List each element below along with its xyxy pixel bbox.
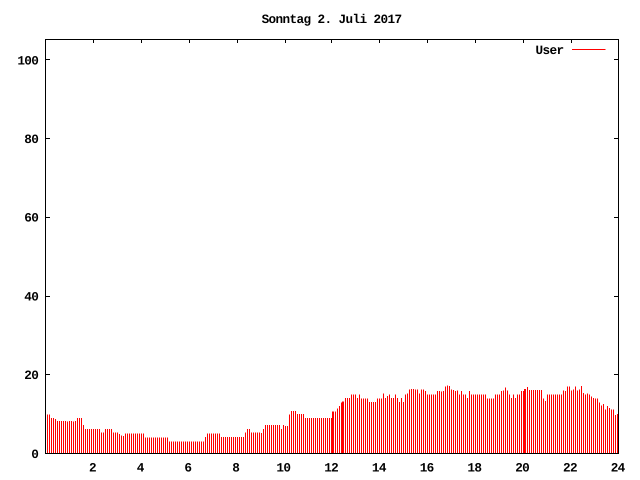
svg-text:2: 2 [89,460,96,475]
svg-text:4: 4 [137,460,145,475]
svg-text:14: 14 [372,460,387,475]
svg-text:8: 8 [232,460,239,475]
svg-text:16: 16 [420,460,434,475]
svg-text:6: 6 [184,460,191,475]
svg-text:60: 60 [24,211,38,226]
svg-text:100: 100 [17,53,38,68]
svg-text:Sonntag 2. Juli 2017: Sonntag 2. Juli 2017 [262,12,402,27]
svg-text:20: 20 [24,368,38,383]
svg-text:0: 0 [31,447,38,462]
svg-text:22: 22 [563,460,577,475]
svg-text:10: 10 [276,460,290,475]
svg-text:18: 18 [467,460,481,475]
svg-text:User: User [536,43,564,58]
svg-text:24: 24 [611,460,626,475]
svg-text:12: 12 [324,460,338,475]
svg-text:80: 80 [24,132,38,147]
svg-text:20: 20 [515,460,529,475]
svg-text:40: 40 [24,289,38,304]
